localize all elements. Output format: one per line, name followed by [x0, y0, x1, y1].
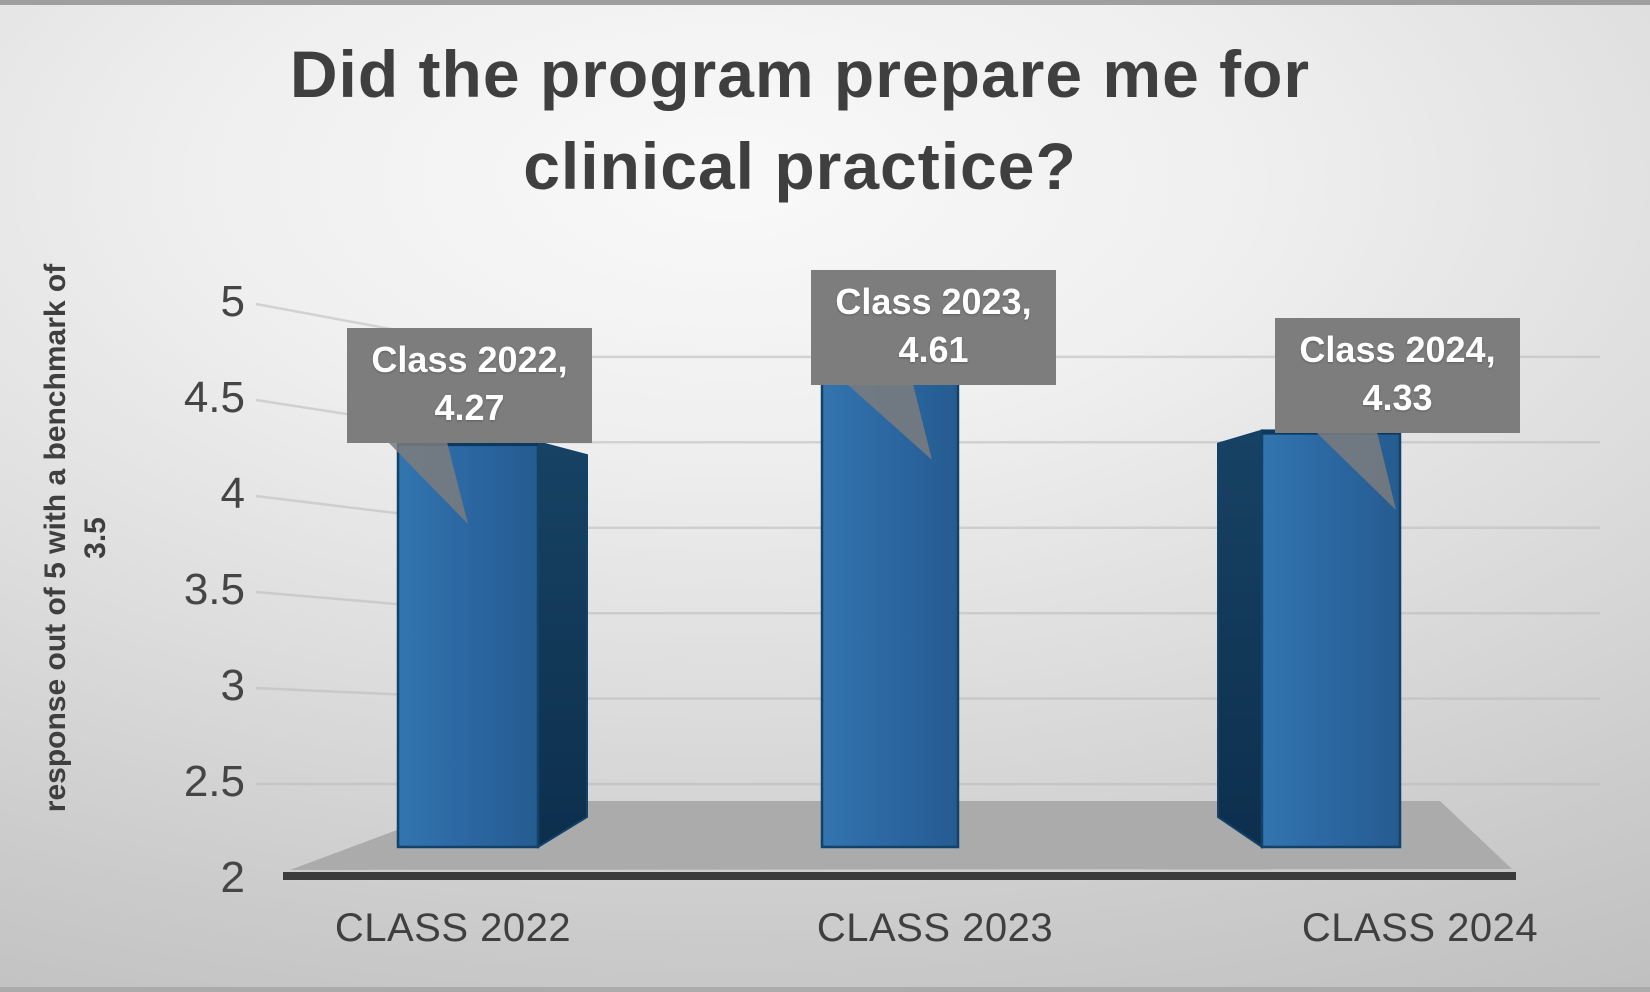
- bar-face-class-2024: [1260, 429, 1402, 849]
- callout-2022-line-1: Class 2022,: [371, 339, 568, 380]
- bar-side-class-2022: [537, 440, 588, 849]
- callout-2024-line-1: Class 2024,: [1299, 329, 1496, 370]
- y-tick-3: 3: [220, 661, 245, 710]
- chart-title-line-1: Did the program prepare me for: [289, 37, 1311, 111]
- data-label-callout-class-2022: Class 2022, 4.27: [347, 328, 592, 443]
- bottom-edge-strip: [0, 987, 1650, 992]
- bar-face-class-2022: [396, 440, 540, 849]
- callout-pointer-class-2024: [1316, 432, 1396, 510]
- callout-2022-value: 4.27: [434, 387, 505, 428]
- callout-2023-line-1: Class 2023,: [835, 281, 1032, 322]
- y-tick-2-5: 2.5: [183, 757, 245, 806]
- y-tick-2: 2: [220, 853, 245, 902]
- callout-2023-value: 4.61: [898, 329, 969, 370]
- bar-side-class-2024: [1217, 429, 1263, 849]
- data-label-callout-class-2023: Class 2023, 4.61: [811, 270, 1056, 385]
- bar-face-class-2023: [820, 375, 960, 849]
- callout-pointer-class-2023: [847, 384, 932, 460]
- y-tick-3-5: 3.5: [183, 565, 245, 614]
- data-label-callout-class-2024: Class 2024, 4.33: [1275, 318, 1520, 433]
- y-tick-4-5: 4.5: [183, 373, 245, 422]
- category-label-class-2023: CLASS 2023: [816, 906, 1054, 950]
- top-edge-strip: [0, 0, 1650, 5]
- callout-pointer-class-2022: [388, 442, 468, 524]
- chart-title: Did the program prepare me for clinical …: [0, 28, 1600, 212]
- category-label-class-2022: CLASS 2022: [334, 906, 572, 950]
- category-label-class-2024: CLASS 2024: [1301, 906, 1539, 950]
- callout-2024-value: 4.33: [1362, 377, 1433, 418]
- chart-title-line-2: clinical practice?: [523, 129, 1077, 203]
- y-tick-4: 4: [220, 469, 245, 518]
- y-tick-5: 5: [220, 277, 245, 326]
